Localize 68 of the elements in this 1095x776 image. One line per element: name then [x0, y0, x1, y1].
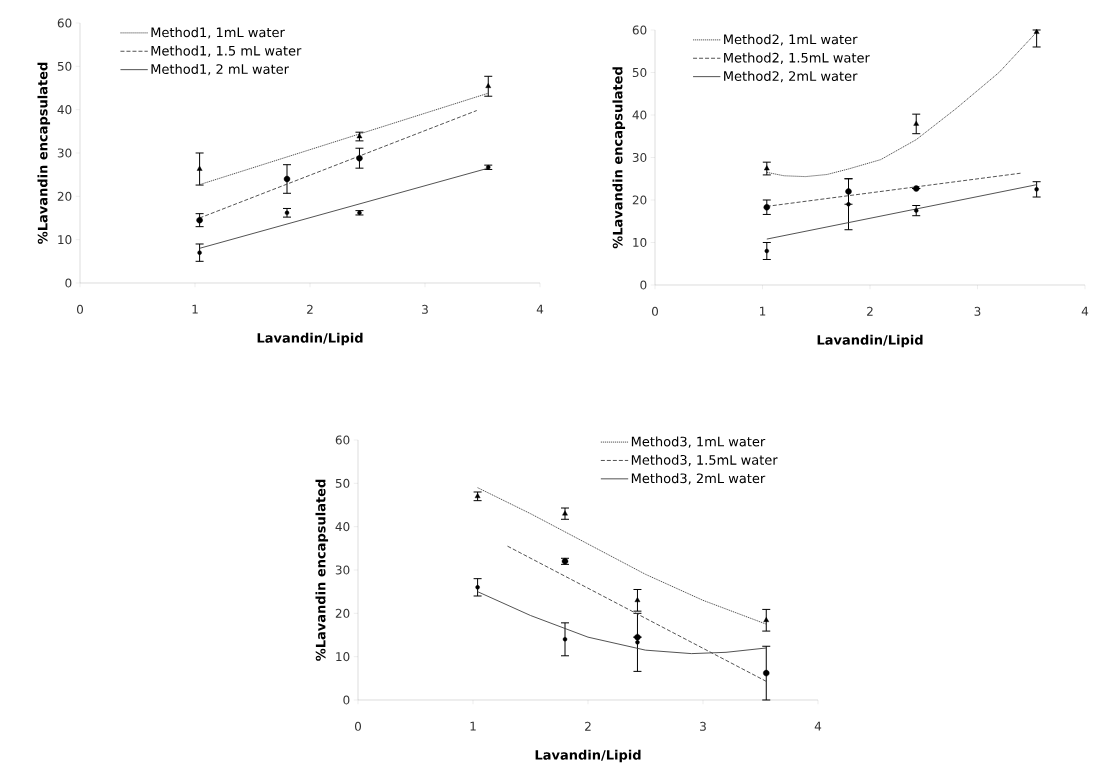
point — [764, 248, 770, 254]
y-axis-title: %Lavandin encapsulated — [612, 67, 626, 249]
y-tick-label: 60 — [335, 435, 350, 445]
legend-label: Method2, 1.5mL water — [724, 52, 870, 64]
y-tick-label: 30 — [57, 148, 72, 158]
point — [764, 165, 770, 171]
point — [197, 250, 202, 255]
x-tick-label: 1 — [192, 304, 198, 314]
legend-label: Method3, 1.5mL water — [631, 454, 778, 467]
legend-label: Method2, 2mL water — [724, 70, 858, 83]
x-axis-title: Lavandin/Lipid — [257, 332, 363, 346]
legend-label: Method1, 1mL water — [151, 27, 285, 39]
point — [845, 188, 852, 195]
y-tick-label: 60 — [57, 18, 72, 28]
x-tick-label: 2 — [867, 306, 873, 316]
x-tick-label: 3 — [974, 306, 981, 316]
point — [763, 669, 770, 677]
x-tick-label: 4 — [536, 304, 544, 314]
y-tick-label: 30 — [335, 565, 350, 575]
point — [475, 585, 480, 590]
y-tick-label: 40 — [335, 522, 350, 532]
y-tick-label: 0 — [65, 278, 72, 288]
point — [1034, 187, 1039, 192]
x-axis-title: Lavandin/Lipid — [535, 749, 641, 763]
point — [635, 640, 640, 645]
legend-label: Method3, 2mL water — [631, 473, 766, 485]
x-tick-label: 4 — [1081, 306, 1089, 316]
point — [634, 597, 641, 603]
y-tick-label: 50 — [57, 61, 72, 71]
y-tick-label: 20 — [57, 191, 72, 201]
y-tick-label: 20 — [632, 195, 647, 205]
y-tick-label: 60 — [632, 25, 647, 35]
legend-label: Method2, 1mL water — [724, 34, 858, 46]
y-axis-title: %Lavandin encapsulated — [37, 62, 51, 244]
x-tick-label: 0 — [651, 306, 659, 316]
y-tick-label: 50 — [632, 67, 647, 78]
x-tick-label: 4 — [814, 721, 822, 731]
x-tick-label: 0 — [354, 721, 362, 731]
y-tick-label: 10 — [336, 652, 350, 662]
x-tick-label: 2 — [585, 721, 591, 731]
x-axis-title: Lavandin/Lipid — [817, 334, 923, 348]
y-tick-label: 40 — [57, 105, 72, 115]
x-tick-label: 3 — [700, 721, 706, 731]
y-tick-label: 10 — [58, 235, 72, 245]
point — [763, 617, 770, 622]
point — [913, 120, 920, 126]
point — [763, 204, 770, 211]
y-tick-label: 40 — [632, 110, 647, 120]
point — [356, 154, 363, 162]
x-tick-label: 2 — [307, 304, 313, 314]
y-axis-title: %Lavandin encapsulated — [315, 479, 329, 661]
x-tick-label: 0 — [76, 304, 84, 314]
x-tick-label: 3 — [422, 304, 428, 314]
y-tick-label: 0 — [640, 280, 647, 290]
y-tick-label: 30 — [632, 152, 647, 163]
point — [485, 83, 492, 88]
point — [196, 165, 203, 171]
x-tick-label: 1 — [470, 721, 476, 731]
legend-label: Method1, 2 mL water — [151, 63, 289, 76]
legend-label: Method1, 1.5 mL water — [151, 45, 302, 57]
x-tick-label: 1 — [760, 306, 766, 316]
point — [283, 175, 291, 183]
y-tick-label: 20 — [335, 608, 350, 618]
y-tick-label: 0 — [343, 695, 350, 705]
y-tick-label: 10 — [633, 237, 647, 248]
point — [562, 637, 568, 642]
legend-label: Method3, 1mL water — [631, 436, 766, 448]
y-tick-label: 50 — [335, 478, 350, 488]
